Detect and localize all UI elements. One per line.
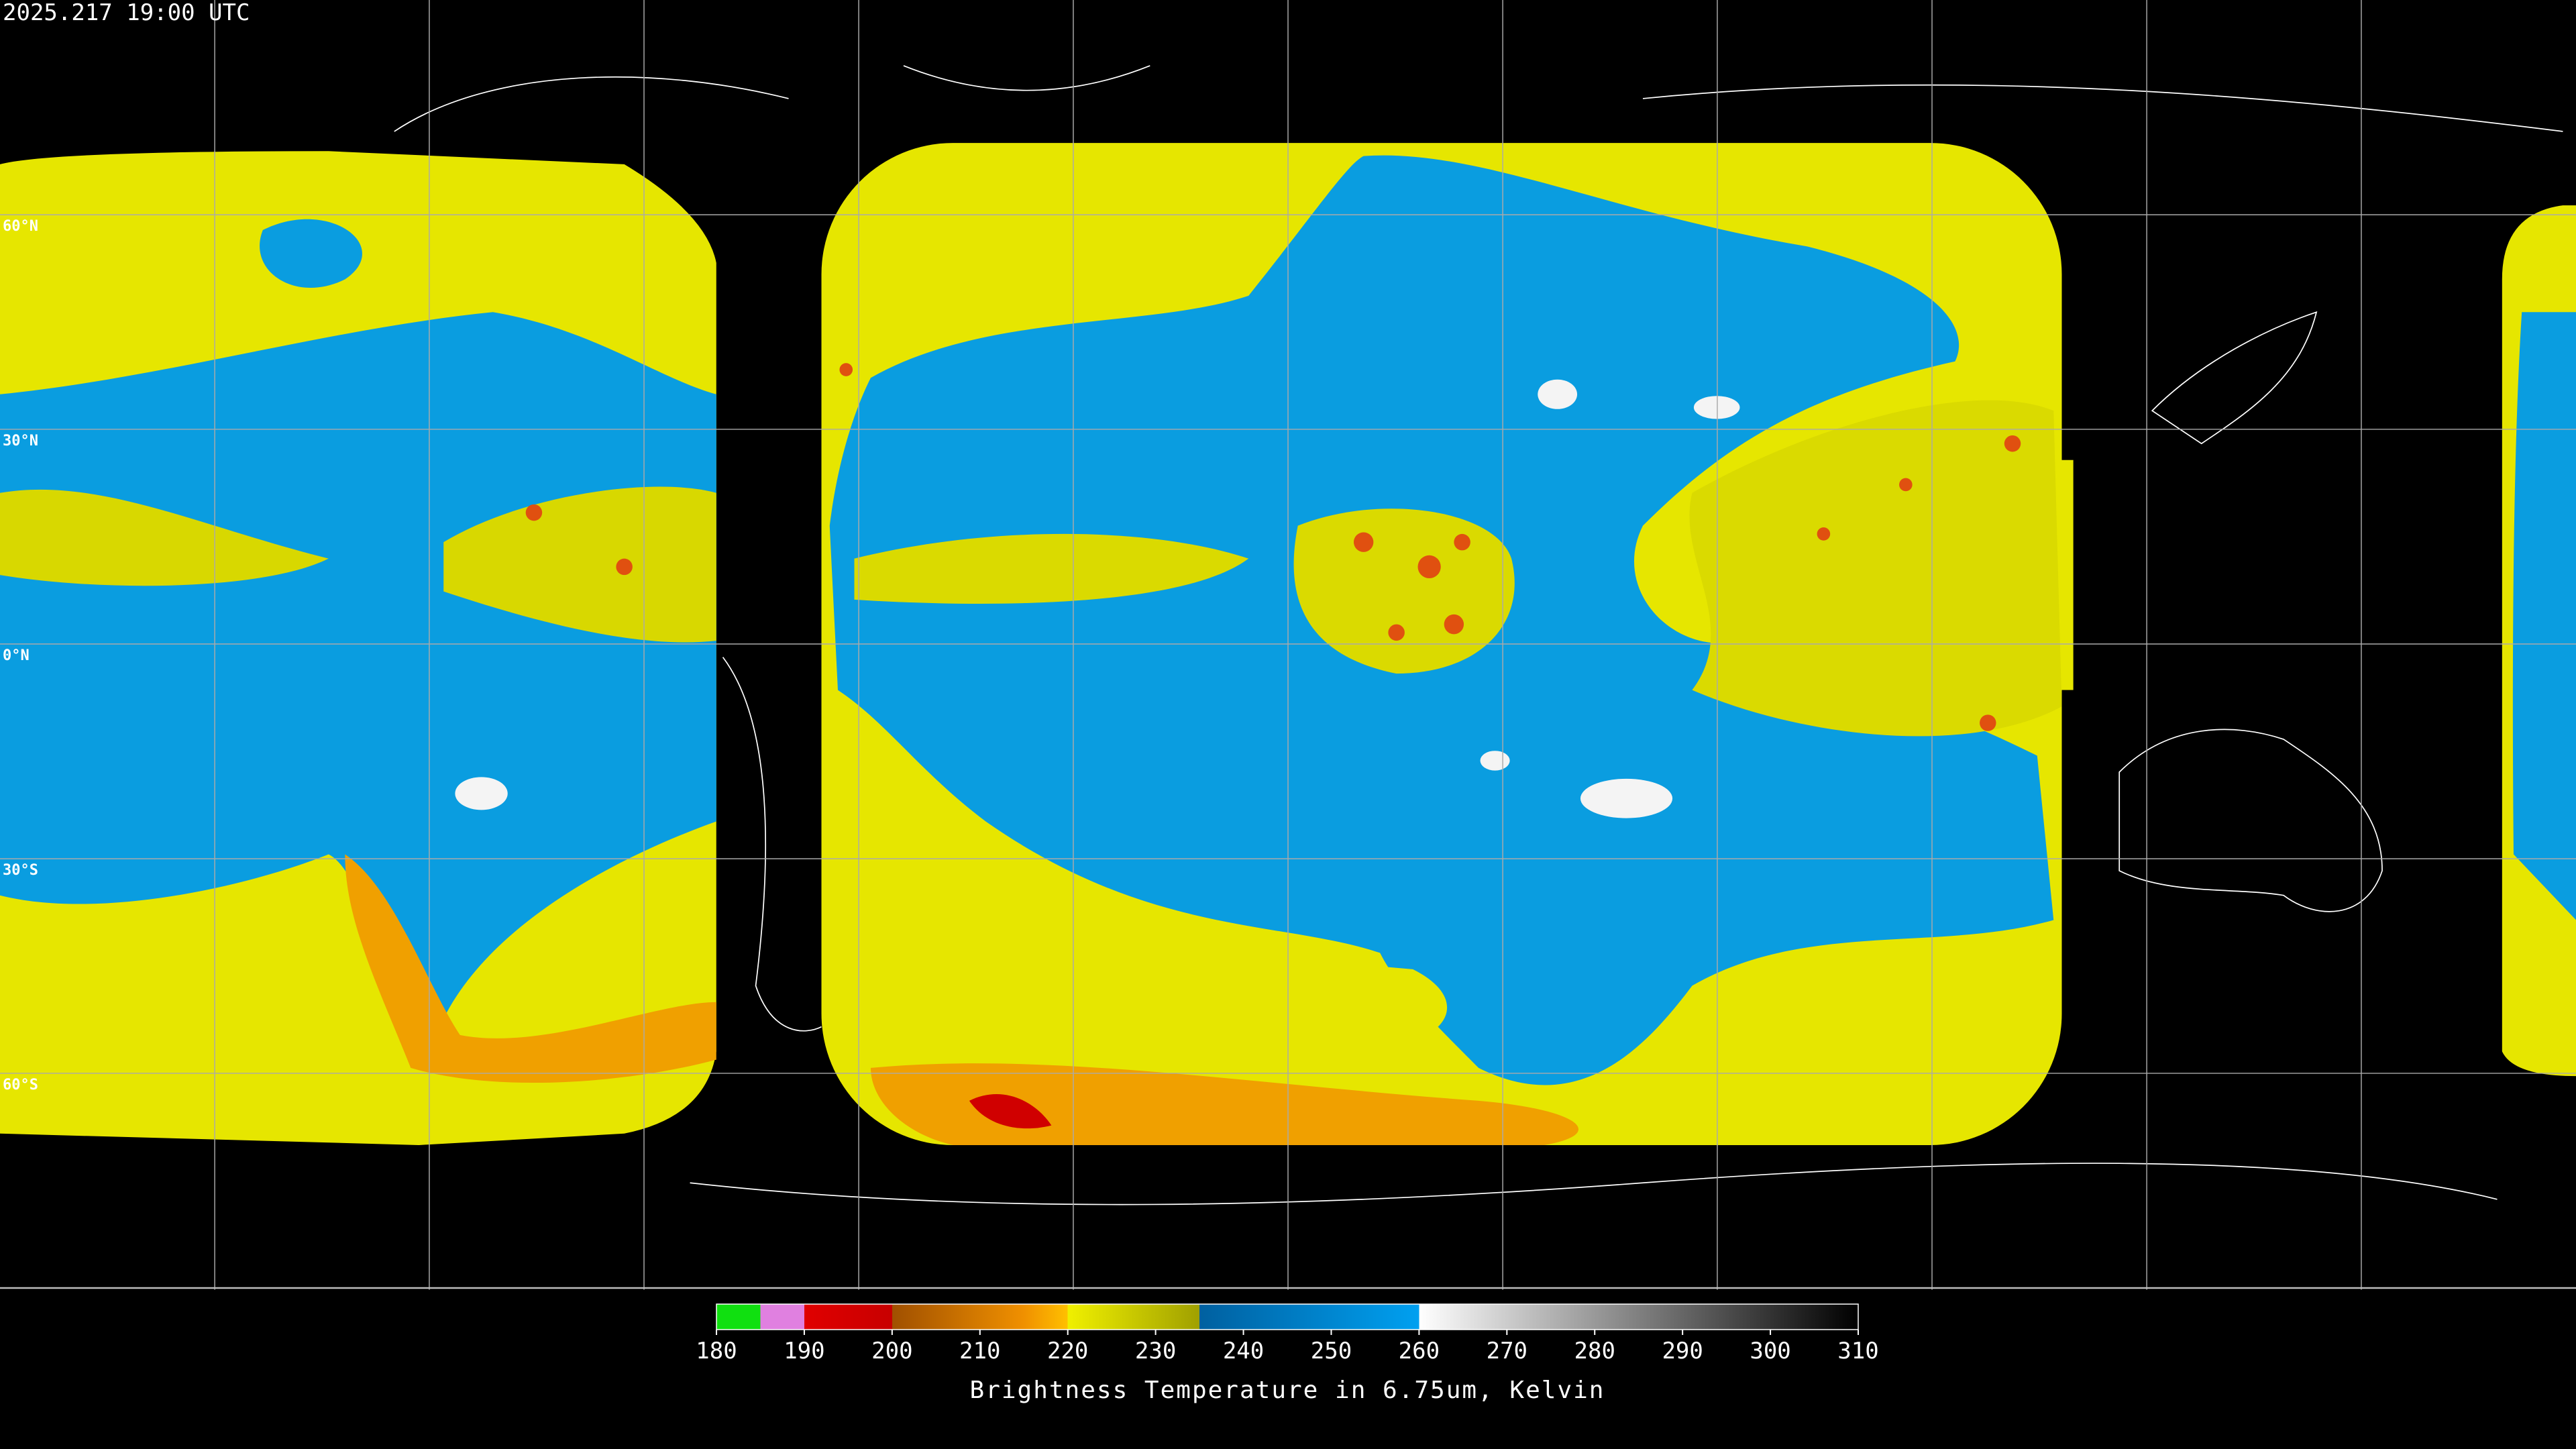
colorbar-tick-label: 290	[1662, 1338, 1703, 1364]
colorbar-tick-label: 240	[1223, 1338, 1264, 1364]
moist-band	[1689, 400, 2062, 737]
colorbar-tick-label: 280	[1574, 1338, 1615, 1364]
colorbar-tick-label: 200	[871, 1338, 912, 1364]
colorbar-tick-label: 230	[1135, 1338, 1176, 1364]
colorbar: 180 190 200 210 220 230 240 250 260 270 280 290 300 3…	[696, 1303, 1879, 1364]
dry-region	[260, 219, 362, 288]
latitude-label: 0°N	[3, 647, 30, 664]
latitude-labels: 60°N 30°N 0°N 30°S 60°S	[3, 218, 38, 1093]
cold-core	[969, 1093, 1052, 1129]
latitude-label: 30°S	[3, 862, 38, 879]
latitude-label: 60°N	[3, 218, 38, 235]
colorbar-tick-label: 270	[1487, 1338, 1527, 1364]
warm-patch	[455, 777, 508, 810]
moist-band	[443, 486, 716, 643]
colorbar-tick-label: 220	[1047, 1338, 1088, 1364]
colorbar-bar	[716, 1303, 1859, 1330]
colorbar-label: Brightness Temperature in 6.75um, Kelvin	[970, 1377, 1605, 1404]
colorbar-tick-label: 310	[1837, 1338, 1878, 1364]
colorbar-tick-label: 210	[959, 1338, 1000, 1364]
colorbar-tick-label: 180	[696, 1338, 737, 1364]
warm-patch	[1480, 751, 1510, 771]
colorbar-tick-label: 300	[1750, 1338, 1790, 1364]
coastline	[394, 65, 2563, 1205]
timestamp: 2025.217 19:00 UTC	[3, 0, 250, 26]
dry-region	[2512, 312, 2576, 920]
colorbar-tick-label: 190	[784, 1338, 824, 1364]
colorbar-tick-label: 260	[1399, 1338, 1440, 1364]
latitude-label: 60°S	[3, 1077, 38, 1093]
convection	[525, 363, 2021, 731]
moist-band	[920, 821, 1448, 1052]
map	[0, 0, 2576, 1290]
dry-region	[0, 312, 716, 1019]
colorbar-tick-label: 250	[1311, 1338, 1352, 1364]
cold-region	[345, 854, 716, 1083]
graticule	[0, 0, 2576, 1290]
moist-band	[854, 533, 1249, 604]
moist-band	[0, 489, 329, 586]
warm-patch	[1580, 778, 1673, 818]
latitude-label: 30°N	[3, 433, 38, 449]
warm-patch	[1538, 379, 1578, 409]
